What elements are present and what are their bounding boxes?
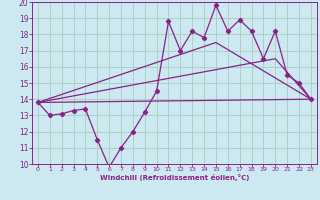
X-axis label: Windchill (Refroidissement éolien,°C): Windchill (Refroidissement éolien,°C) xyxy=(100,174,249,181)
